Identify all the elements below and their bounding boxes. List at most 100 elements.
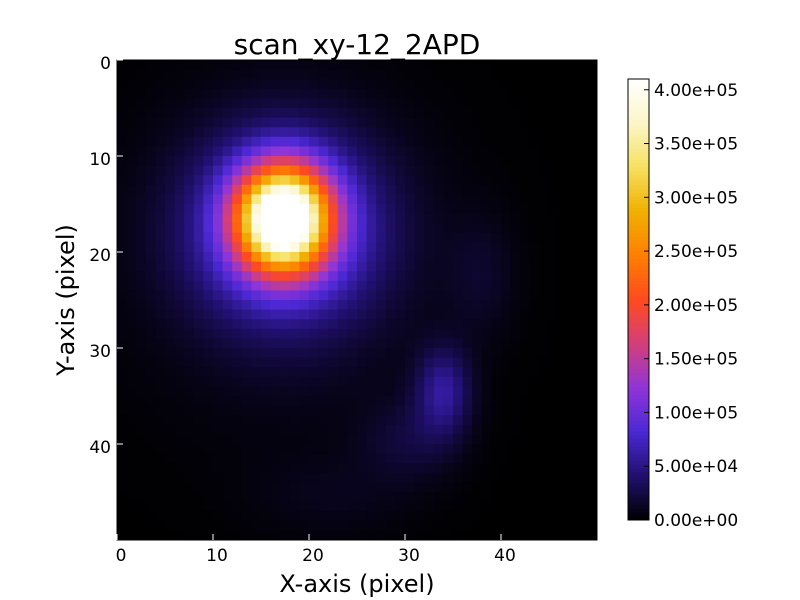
heatmap-cell (309, 60, 319, 70)
heatmap-cell (385, 156, 396, 166)
heatmap-cell (318, 472, 329, 483)
heatmap-cell (433, 280, 444, 291)
heatmap-cell (453, 117, 463, 128)
heatmap-cell (491, 405, 502, 416)
heatmap-cell (328, 213, 339, 224)
heatmap-cell (318, 146, 329, 157)
heatmap-cell (385, 348, 396, 358)
heatmap-cell (213, 492, 223, 502)
heatmap-cell (318, 69, 329, 80)
heatmap-cell (520, 146, 531, 157)
heatmap-cell (520, 415, 531, 426)
heatmap-cell (376, 482, 387, 493)
heatmap-cell (558, 453, 569, 464)
heatmap-cell (270, 165, 281, 176)
heatmap-cell (558, 242, 569, 253)
heatmap-cell (577, 242, 588, 253)
heatmap-cell (174, 60, 185, 70)
heatmap-cell (510, 271, 521, 282)
heatmap-cell (337, 415, 348, 426)
heatmap-cell (472, 472, 483, 483)
heatmap-cell (395, 232, 406, 243)
colorbar-segment (628, 141, 649, 146)
heatmap-cell (318, 530, 329, 541)
heatmap-cell (357, 290, 367, 301)
heatmap-cell (357, 472, 367, 483)
heatmap-cell (577, 520, 588, 531)
x-tick-label: 0 (116, 546, 127, 566)
heatmap-cell (337, 530, 348, 541)
heatmap-cell (251, 184, 262, 195)
heatmap-cell (213, 204, 223, 214)
colorbar-segment (628, 442, 649, 447)
heatmap-cell (366, 232, 377, 243)
heatmap-cell (587, 88, 598, 99)
heatmap-cell (174, 261, 185, 272)
heatmap-cell (117, 492, 127, 502)
heatmap-cell (385, 213, 396, 224)
heatmap-cell (376, 367, 387, 378)
colorbar-segment (628, 196, 649, 201)
heatmap-cell (549, 338, 559, 349)
heatmap-cell (491, 252, 502, 262)
heatmap-cell (366, 60, 377, 70)
heatmap-cell (520, 309, 531, 320)
colorbar-segment (628, 424, 649, 429)
heatmap-cell (539, 472, 550, 483)
heatmap-cell (472, 348, 483, 358)
heatmap-cell (318, 405, 329, 416)
heatmap-cell (453, 146, 463, 157)
heatmap-cell (539, 108, 550, 118)
heatmap-cell (184, 204, 195, 214)
heatmap-cell (472, 520, 483, 531)
colorbar-segment (628, 163, 649, 168)
heatmap-cell (539, 213, 550, 224)
heatmap-cell (347, 357, 358, 368)
heatmap-cell (587, 127, 598, 138)
heatmap-cell (193, 108, 204, 118)
heatmap-cell (203, 232, 214, 243)
heatmap-cell (289, 88, 300, 99)
heatmap-cell (136, 204, 147, 214)
heatmap-cell (347, 300, 358, 310)
heatmap-cell (481, 232, 492, 243)
heatmap-cell (203, 328, 214, 339)
heatmap-cell (481, 520, 492, 531)
heatmap-cell (366, 213, 377, 224)
heatmap-cell (539, 194, 550, 205)
heatmap-cell (136, 117, 147, 128)
heatmap-cell (549, 482, 559, 493)
heatmap-cell (366, 453, 377, 464)
heatmap-cell (376, 472, 387, 483)
heatmap-cell (520, 165, 531, 176)
heatmap-cell (443, 194, 454, 205)
heatmap-cell (472, 127, 483, 138)
heatmap-cell (385, 376, 396, 387)
heatmap-cell (184, 415, 195, 426)
heatmap-cell (462, 520, 473, 531)
heatmap-cell (155, 88, 166, 99)
heatmap-cell (424, 405, 435, 416)
heatmap-cell (491, 165, 502, 176)
heatmap-cell (453, 482, 463, 493)
heatmap-cell (232, 127, 243, 138)
heatmap-cell (539, 520, 550, 531)
heatmap-cell (539, 223, 550, 234)
colorbar-segment (628, 435, 649, 440)
heatmap-cell (299, 367, 310, 378)
heatmap-cell (289, 184, 300, 195)
heatmap-cell (376, 338, 387, 349)
heatmap-cell (357, 271, 367, 282)
heatmap-cell (165, 319, 175, 330)
heatmap-cell (270, 194, 281, 205)
heatmap-cell (462, 156, 473, 166)
heatmap-cell (549, 520, 559, 531)
heatmap-cell (462, 367, 473, 378)
heatmap-cell (289, 376, 300, 387)
colorbar-segment (628, 505, 649, 510)
heatmap-cell (270, 252, 281, 262)
heatmap-cell (203, 175, 214, 186)
heatmap-cell (136, 482, 147, 493)
colorbar-segment (628, 295, 649, 300)
heatmap-cell (145, 309, 156, 320)
